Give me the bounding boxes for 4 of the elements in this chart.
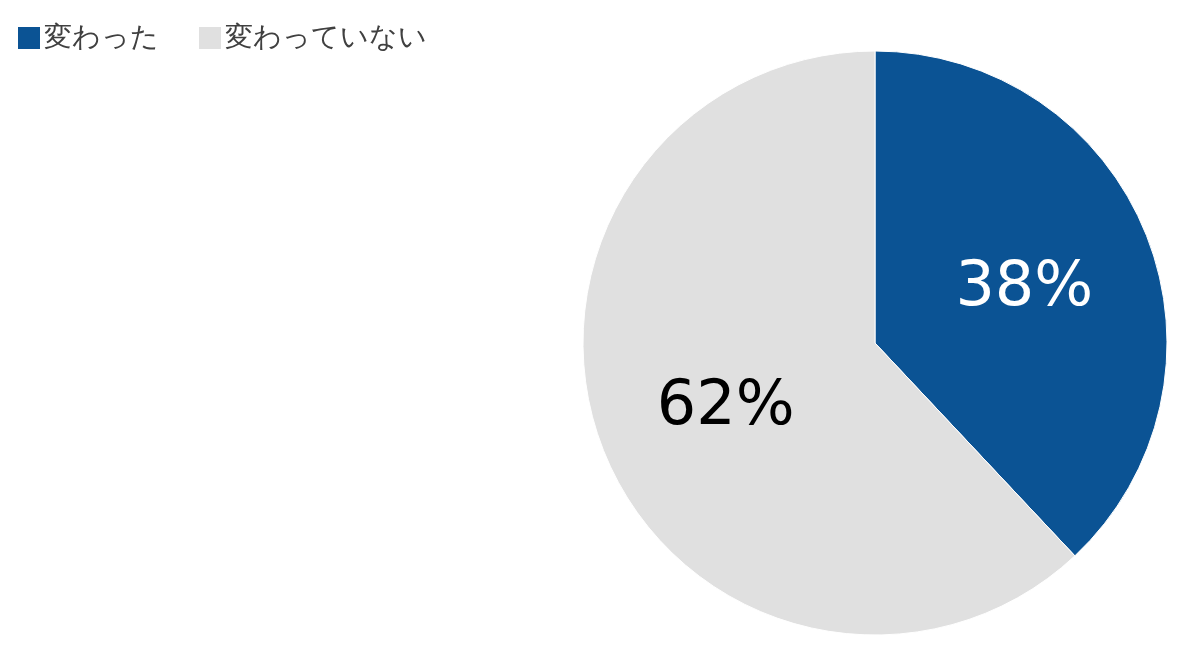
legend-label: 変わっていない [225, 20, 427, 53]
data-label: 38% [955, 247, 1094, 321]
data-label: 62% [656, 365, 795, 439]
legend-label: 変わった [44, 20, 159, 53]
